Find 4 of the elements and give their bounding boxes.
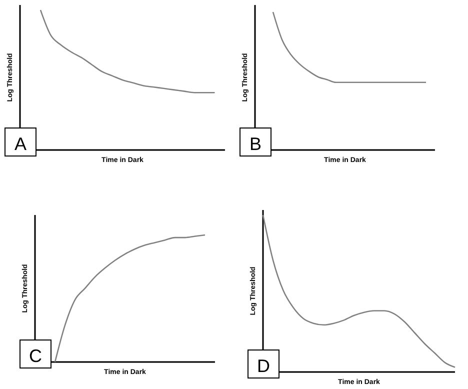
annotation: D — [257, 356, 270, 376]
annotation: B — [249, 134, 262, 154]
annotation: A — [14, 134, 27, 154]
annotation: C — [29, 346, 42, 366]
